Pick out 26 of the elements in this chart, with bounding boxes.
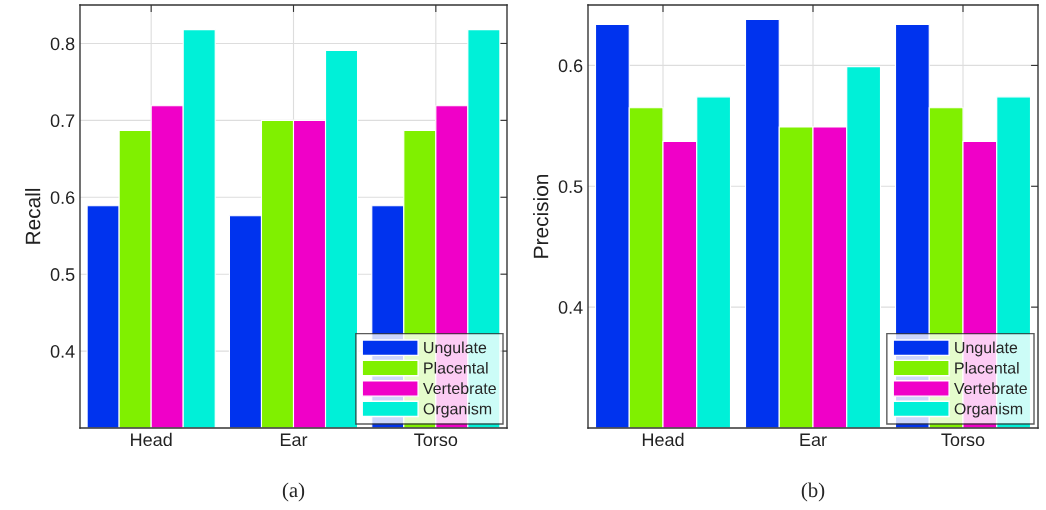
- x-tick-label: Torso: [414, 433, 458, 447]
- legend-label: Vertebrate: [953, 382, 1027, 395]
- legend-label: Ungulate: [955, 341, 1018, 357]
- y-tick-label: 0.6: [558, 59, 583, 73]
- x-tick-label: Head: [131, 432, 172, 447]
- y-tick-label: 0.8: [50, 37, 75, 51]
- legend-label: Organism: [423, 402, 492, 418]
- y-axis-title: Precision: [533, 175, 549, 258]
- x-tick-label: Torso: [941, 433, 985, 447]
- legend-label: Ungulate: [424, 341, 487, 357]
- legend-label: Placental: [955, 361, 1019, 374]
- y-tick-label: 0.6: [50, 191, 75, 204]
- legend-label: Organism: [954, 402, 1023, 418]
- x-tick-label: Ear: [280, 433, 308, 447]
- y-tick-label: 0.7: [50, 114, 75, 128]
- y-tick-label: 0.4: [50, 345, 75, 358]
- y-tick-label: 0.5: [50, 268, 75, 281]
- text: (a): [282, 482, 305, 502]
- y-axis-title: Recall: [25, 188, 41, 244]
- legend-label: Placental: [424, 361, 488, 374]
- y-tick-label: 0.5: [558, 180, 583, 194]
- x-tick-label: Ear: [800, 433, 827, 447]
- legend-label: Vertebrate: [422, 382, 496, 395]
- y-tick-label: 0.4: [558, 301, 583, 314]
- x-tick-label: Head: [642, 432, 684, 447]
- text: (b): [801, 482, 825, 502]
